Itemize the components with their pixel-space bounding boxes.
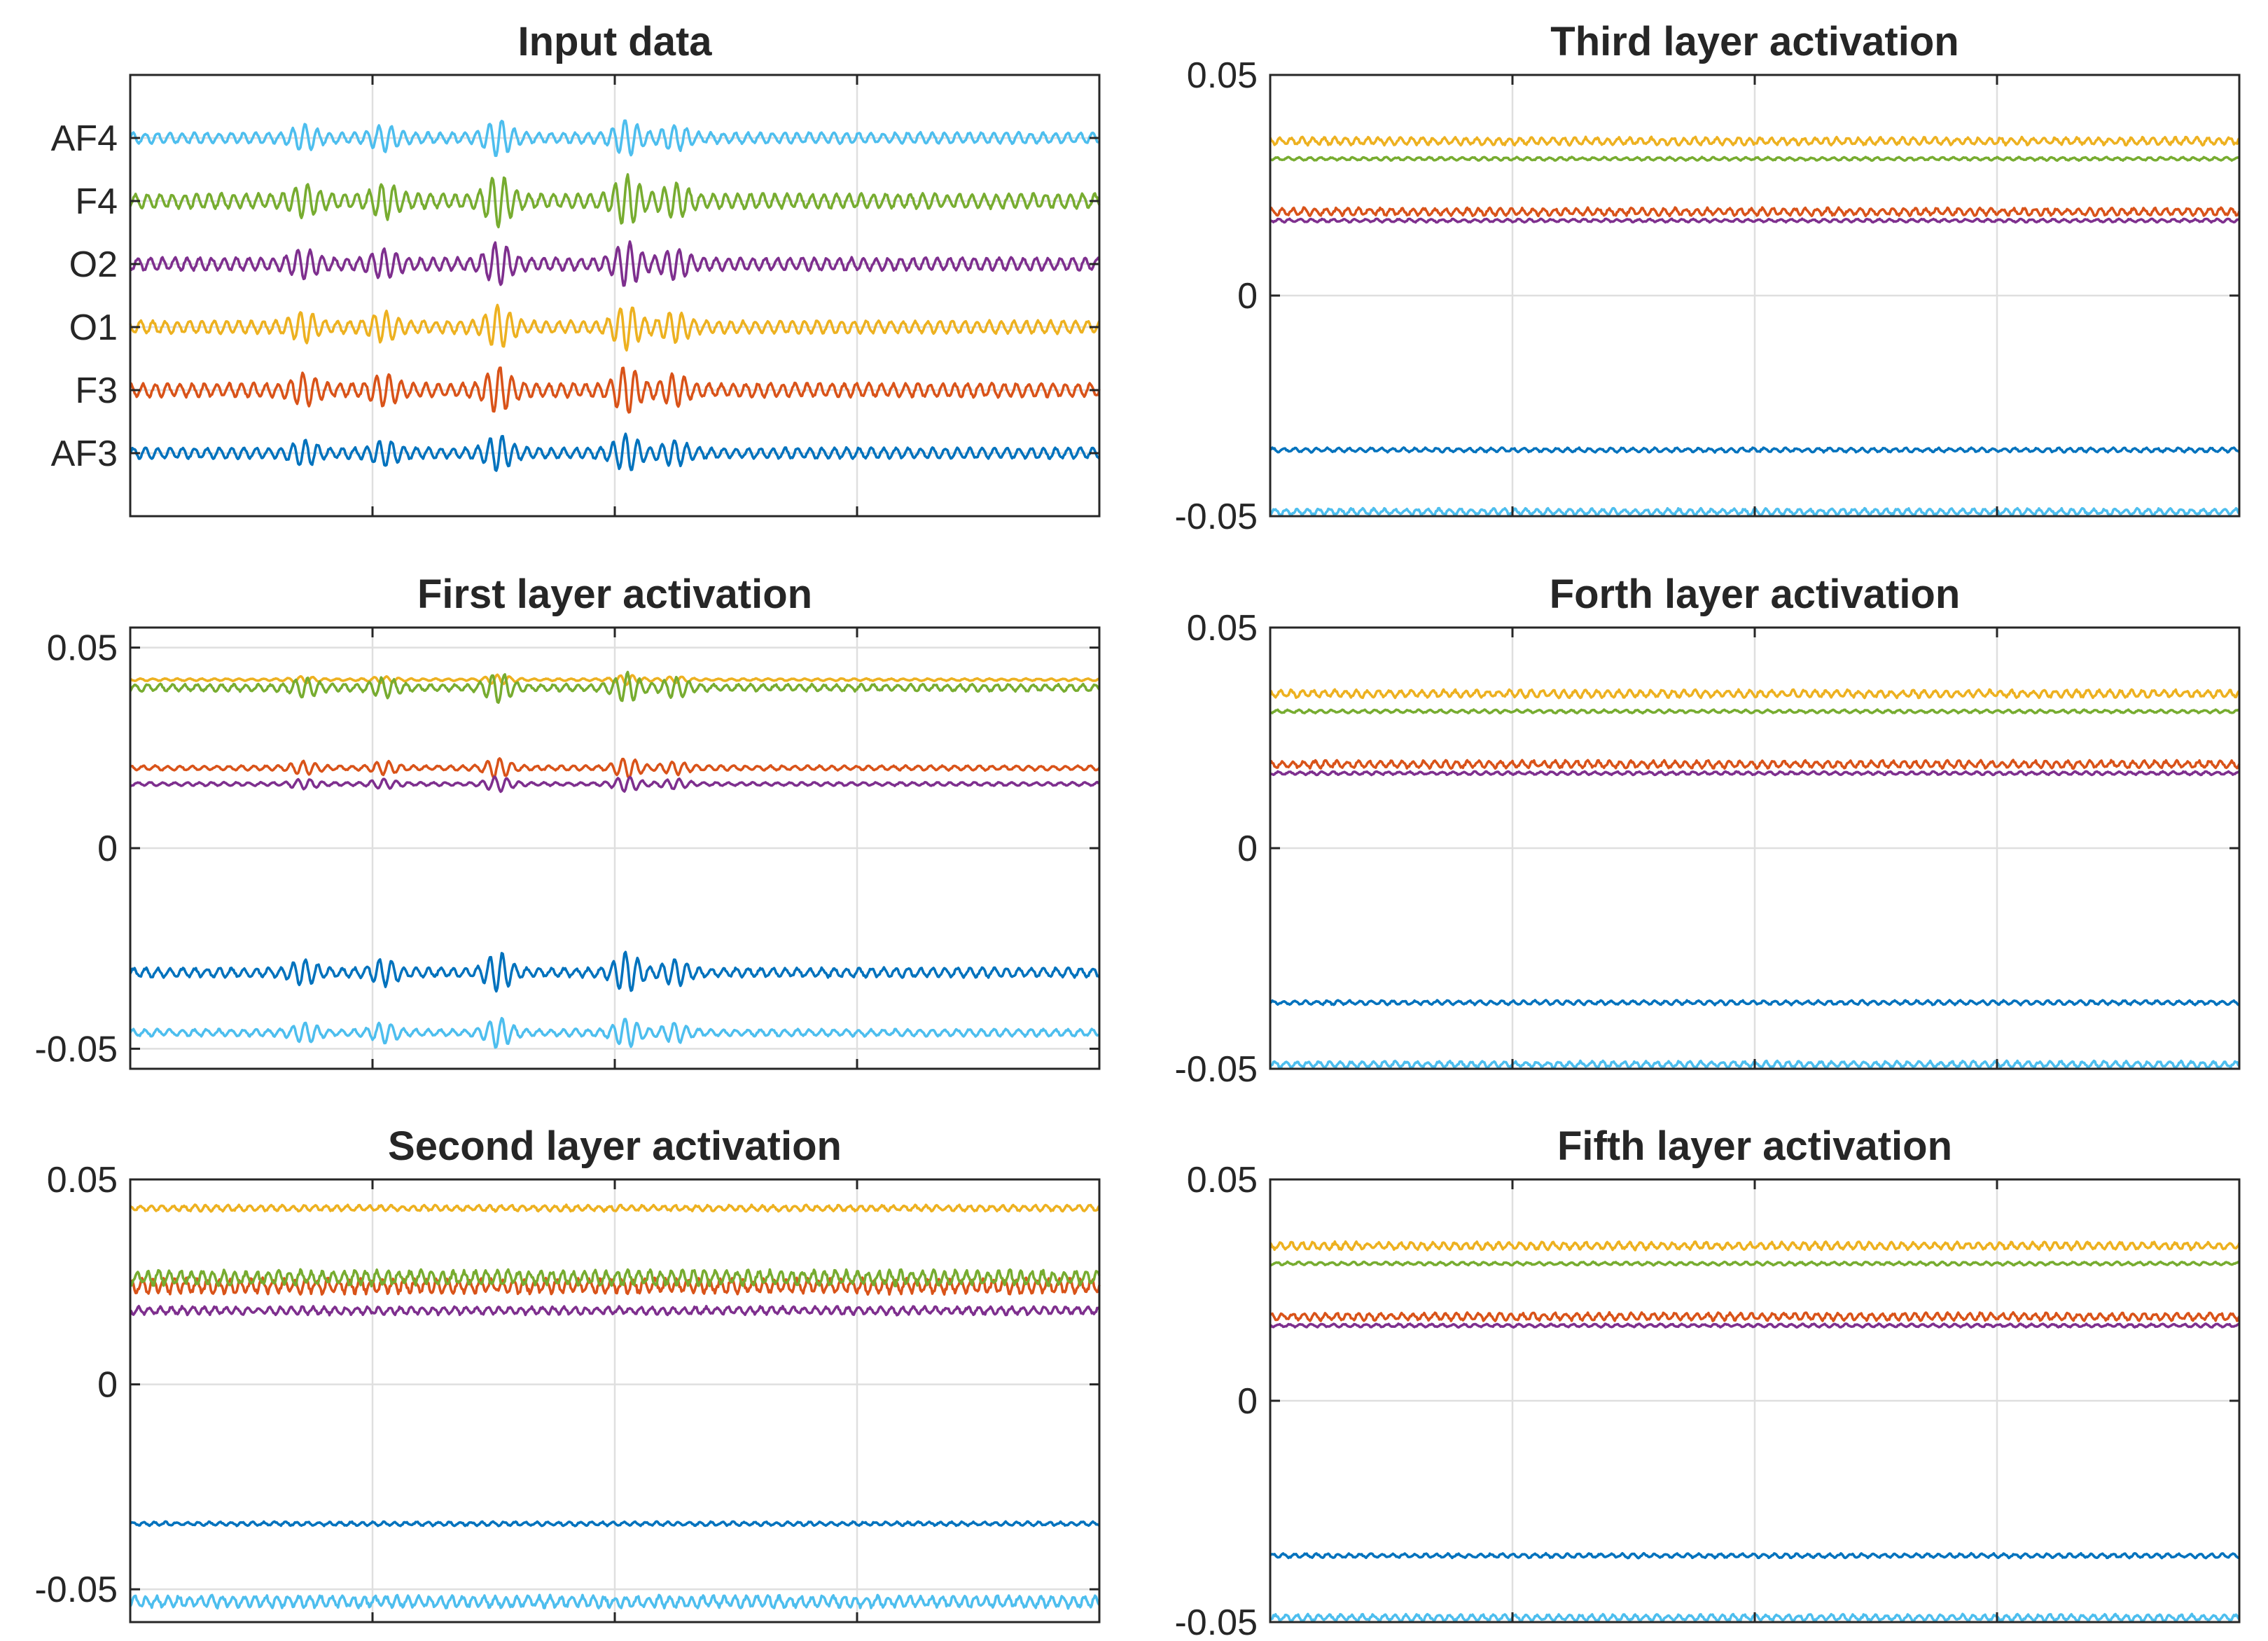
series-f4 <box>1269 1260 2241 1267</box>
series-f3 <box>1269 206 2241 218</box>
chart-title: Fifth layer activation <box>1557 1123 1952 1169</box>
panel-third: 0.05 0 -0.05 Third layer activation <box>1174 19 2241 537</box>
y-tick-label: O1 <box>69 307 118 348</box>
panel-fifth: 0.05 0 -0.05 Fifth layer activation <box>1174 1123 2241 1641</box>
y-tick-label: -0.05 <box>34 1570 118 1610</box>
series-o2 <box>129 240 1101 287</box>
y-tick-label: 0.05 <box>47 1160 118 1200</box>
chart-title: First layer activation <box>417 572 812 617</box>
series-f3 <box>1269 1311 2241 1322</box>
series-o1 <box>1269 688 2241 700</box>
y-tick-label: -0.05 <box>1174 1049 1258 1090</box>
y-tick-label: 0 <box>1237 829 1258 869</box>
chart-title: Second layer activation <box>388 1123 842 1169</box>
y-tick-label: AF4 <box>51 118 118 159</box>
y-tick-label: O2 <box>69 244 118 285</box>
chart-title: Input data <box>517 19 712 64</box>
y-tick-label: 0 <box>97 829 118 869</box>
series-af3 <box>1269 999 2240 1006</box>
series-af4 <box>129 1016 1101 1049</box>
y-tick-label: 0 <box>1237 276 1258 317</box>
series-o2 <box>1269 770 2240 777</box>
y-tick-label: 0 <box>1237 1381 1258 1422</box>
y-tick-label: 0.05 <box>1187 608 1258 649</box>
y-tick-label: 0.05 <box>1187 55 1258 96</box>
series-af3 <box>129 1520 1101 1528</box>
series-o1 <box>1269 1240 2241 1252</box>
y-tick-label: F3 <box>75 371 118 411</box>
series-f4 <box>1269 708 2241 715</box>
series-o2 <box>1269 217 2240 224</box>
series-af3 <box>129 950 1101 993</box>
panel-forth: 0.05 0 -0.05 Forth layer activation <box>1174 572 2241 1090</box>
panel-input: AF3 F3 O1 O2 F4 AF4 Input data <box>51 19 1101 518</box>
series-af4 <box>129 1593 1101 1610</box>
series-f4 <box>129 670 1101 704</box>
series-o2 <box>1269 1322 2240 1329</box>
chart-title: Third layer activation <box>1550 19 1959 64</box>
series-o1 <box>129 303 1101 352</box>
series-o2 <box>129 1305 1101 1317</box>
y-tick-label: 0.05 <box>47 628 118 669</box>
series-af3 <box>1269 446 2241 454</box>
series-f4 <box>1269 155 2241 162</box>
series-o1 <box>1269 135 2241 147</box>
y-tick-label: AF3 <box>51 434 118 474</box>
series-f3 <box>130 1276 1101 1296</box>
series-af3 <box>129 432 1101 472</box>
panel-first: 0.05 0 -0.05 First layer activation <box>34 572 1101 1070</box>
series-f4 <box>129 1268 1101 1288</box>
series-f4 <box>129 173 1101 228</box>
y-tick-label: -0.05 <box>1174 497 1258 537</box>
series-f3 <box>130 366 1101 414</box>
y-tick-label: -0.05 <box>34 1029 118 1069</box>
y-tick-label: -0.05 <box>1174 1602 1258 1641</box>
chart-title: Forth layer activation <box>1550 572 1961 617</box>
y-tick-label: 0 <box>97 1365 118 1406</box>
series-o2 <box>130 775 1100 794</box>
y-tick-label: F4 <box>75 181 118 222</box>
series-o1 <box>129 1203 1101 1213</box>
y-tick-label: 0.05 <box>1187 1160 1258 1200</box>
series-f3 <box>1269 759 2241 770</box>
series-af3 <box>1269 1551 2240 1560</box>
panel-second: 0.05 0 -0.05 Second layer activation <box>34 1123 1101 1623</box>
series-f3 <box>130 757 1101 779</box>
series-af4 <box>129 119 1100 158</box>
